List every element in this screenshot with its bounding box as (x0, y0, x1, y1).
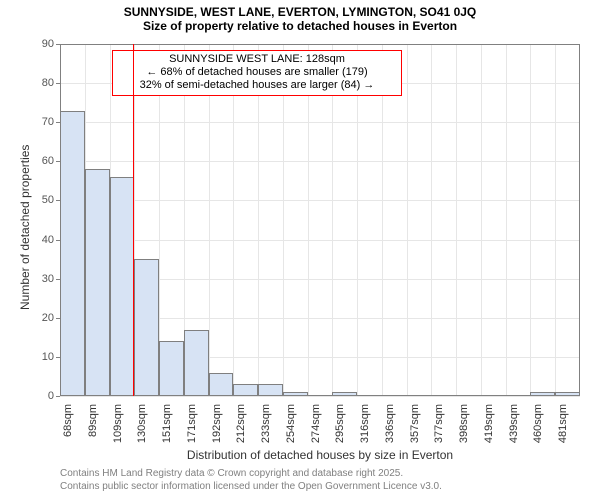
histogram-bar (159, 341, 184, 396)
histogram-bar (184, 330, 209, 396)
gridline-v (209, 44, 210, 396)
gridline (60, 396, 580, 397)
x-tick-label: 171sqm (186, 404, 198, 443)
x-tick-label: 109sqm (112, 404, 124, 443)
histogram-bar (134, 259, 159, 396)
property-marker-line (133, 44, 134, 396)
y-tick-label: 20 (34, 312, 54, 324)
x-tick-label: 274sqm (310, 404, 322, 443)
y-tick-label: 50 (34, 194, 54, 206)
gridline-v (555, 44, 556, 396)
attribution-footer: Contains HM Land Registry data © Crown c… (60, 468, 442, 493)
histogram-bar (85, 169, 110, 396)
x-tick-label: 192sqm (211, 404, 223, 443)
x-tick-label: 130sqm (136, 404, 148, 443)
gridline-v (233, 44, 234, 396)
gridline-v (283, 44, 284, 396)
x-tick-label: 151sqm (161, 404, 173, 443)
x-tick-label: 316sqm (359, 404, 371, 443)
gridline (60, 200, 580, 201)
y-tick-label: 80 (34, 77, 54, 89)
x-tick-label: 419sqm (483, 404, 495, 443)
gridline-v (456, 44, 457, 396)
x-tick-label: 460sqm (532, 404, 544, 443)
chart-title-address: SUNNYSIDE, WEST LANE, EVERTON, LYMINGTON… (0, 6, 600, 20)
gridline-v (530, 44, 531, 396)
y-tick-label: 40 (34, 234, 54, 246)
gridline-v (481, 44, 482, 396)
footer-line-1: Contains HM Land Registry data © Crown c… (60, 468, 442, 481)
chart-title-desc: Size of property relative to detached ho… (0, 20, 600, 34)
gridline-v (332, 44, 333, 396)
x-tick-label: 398sqm (458, 404, 470, 443)
property-size-histogram: SUNNYSIDE, WEST LANE, EVERTON, LYMINGTON… (0, 0, 600, 500)
gridline-v (506, 44, 507, 396)
y-tick-mark (56, 357, 60, 358)
y-tick-label: 70 (34, 116, 54, 128)
y-tick-label: 30 (34, 273, 54, 285)
y-tick-mark (56, 83, 60, 84)
x-tick-label: 233sqm (260, 404, 272, 443)
gridline (60, 122, 580, 123)
y-tick-mark (56, 122, 60, 123)
y-tick-mark (56, 396, 60, 397)
gridline-v (308, 44, 309, 396)
note-title: SUNNYSIDE WEST LANE: 128sqm (117, 53, 397, 66)
y-tick-label: 60 (34, 155, 54, 167)
y-tick-label: 0 (34, 390, 54, 402)
plot-border (60, 395, 580, 396)
footer-line-2: Contains public sector information licen… (60, 481, 442, 494)
gridline-v (407, 44, 408, 396)
y-axis-label: Number of detached properties (18, 145, 32, 310)
x-tick-label: 212sqm (235, 404, 247, 443)
x-tick-label: 89sqm (87, 404, 99, 437)
histogram-bar (60, 111, 85, 397)
x-tick-label: 336sqm (384, 404, 396, 443)
x-tick-label: 377sqm (433, 404, 445, 443)
y-tick-mark (56, 200, 60, 201)
x-tick-label: 68sqm (62, 404, 74, 437)
y-tick-label: 10 (34, 351, 54, 363)
x-tick-label: 439sqm (508, 404, 520, 443)
y-tick-mark (56, 161, 60, 162)
y-tick-mark (56, 279, 60, 280)
y-tick-mark (56, 318, 60, 319)
x-axis-label: Distribution of detached houses by size … (60, 448, 580, 462)
x-tick-label: 357sqm (409, 404, 421, 443)
x-tick-label: 295sqm (334, 404, 346, 443)
gridline-v (258, 44, 259, 396)
plot-area (60, 44, 580, 396)
note-line-larger: 32% of semi-detached houses are larger (… (117, 79, 397, 92)
plot-border (60, 44, 61, 396)
property-marker-note: SUNNYSIDE WEST LANE: 128sqm ← 68% of det… (112, 50, 402, 96)
plot-border (60, 44, 580, 45)
plot-border (579, 44, 580, 396)
gridline (60, 240, 580, 241)
gridline-v (431, 44, 432, 396)
y-tick-label: 90 (34, 38, 54, 50)
y-tick-mark (56, 44, 60, 45)
x-tick-label: 254sqm (285, 404, 297, 443)
histogram-bar (209, 373, 234, 396)
x-tick-label: 481sqm (557, 404, 569, 443)
y-tick-mark (56, 240, 60, 241)
histogram-bar (110, 177, 135, 396)
gridline-v (357, 44, 358, 396)
note-line-smaller: ← 68% of detached houses are smaller (17… (117, 66, 397, 79)
gridline (60, 161, 580, 162)
gridline-v (382, 44, 383, 396)
